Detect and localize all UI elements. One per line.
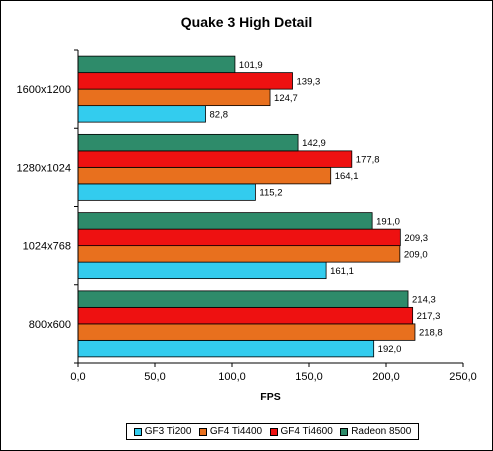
legend-item: GF4 Ti4400 [198,426,263,437]
legend-swatch [340,427,349,436]
category-label: 800x600 [29,319,71,331]
bar [77,150,353,168]
x-tick-label: 250,0 [449,371,477,383]
data-label: 191,0 [376,216,400,227]
legend-swatch [133,427,142,436]
chart-title: Quake 3 High Detail [180,14,313,30]
x-axis-title: FPS [260,391,280,403]
data-label: 218,8 [419,328,443,339]
bar [77,88,271,107]
data-label: 177,8 [356,155,380,166]
data-label: 142,9 [302,138,326,149]
data-label: 214,3 [412,295,436,306]
data-label: 164,1 [335,171,359,182]
legend-item: Radeon 8500 [340,426,411,437]
category-label: 1600x1200 [17,84,71,96]
bar [77,228,401,247]
data-label: 209,3 [404,233,428,244]
category-label: 1024x768 [23,241,71,253]
bar [77,245,401,263]
chart-legend: GF3 Ti200 GF4 Ti4400 GF4 Ti4600 Radeon 8500 [126,423,419,440]
x-tick-label: 200,0 [372,371,400,383]
data-label: 101,9 [239,60,263,71]
legend-label: GF4 Ti4400 [209,426,263,437]
data-label: 82,8 [210,109,229,120]
data-label: 217,3 [417,311,441,322]
legend-label: GF4 Ti4600 [280,426,333,437]
bar [77,133,299,152]
legend-item: GF4 Ti4600 [269,426,333,437]
data-label: 139,3 [297,76,321,87]
data-label: 115,2 [259,188,282,199]
legend-swatch [198,427,207,436]
legend-swatch [269,427,278,436]
data-label: 161,1 [330,266,354,277]
bar [77,261,327,280]
bar [77,212,373,230]
bar [77,306,414,325]
legend-item: GF3 Ti200 [133,426,192,437]
bar [77,339,375,358]
bar [77,55,236,74]
x-tick-label: 150,0 [295,371,323,383]
x-tick-label: 0,0 [70,371,85,383]
bar [77,105,206,123]
legend-label: GF3 Ti200 [144,426,192,437]
data-label: 209,0 [404,249,428,260]
bar [77,183,256,201]
data-label: 192,0 [378,344,402,355]
bar [77,166,332,185]
bar [77,323,416,341]
legend-label: Radeon 8500 [351,426,412,437]
category-label: 1280x1024 [17,162,71,174]
bar [77,290,409,308]
x-tick-label: 100,0 [218,371,246,383]
bar [77,72,293,90]
x-tick-label: 50,0 [144,371,165,383]
data-label: 124,7 [274,93,298,104]
